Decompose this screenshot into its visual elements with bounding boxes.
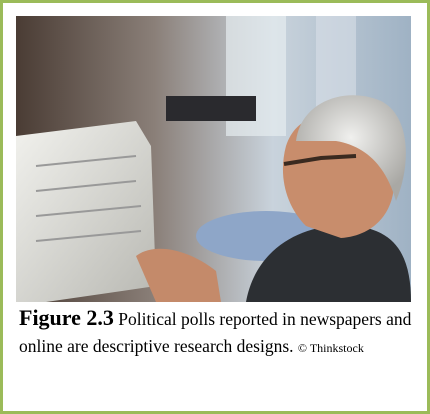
caption: Figure 2.3 Political polls reported in n… [19, 304, 417, 362]
figure-photo [16, 16, 411, 302]
shoulder [246, 225, 411, 302]
credit: © Thinkstock [297, 341, 364, 355]
figure-label: Figure 2.3 [19, 305, 114, 330]
caption-text: Political polls reported in newspapers a… [19, 309, 412, 356]
hair [296, 95, 406, 201]
laptop [166, 96, 256, 121]
newsprint [35, 155, 142, 242]
glasses [283, 154, 357, 166]
hand [136, 248, 221, 302]
